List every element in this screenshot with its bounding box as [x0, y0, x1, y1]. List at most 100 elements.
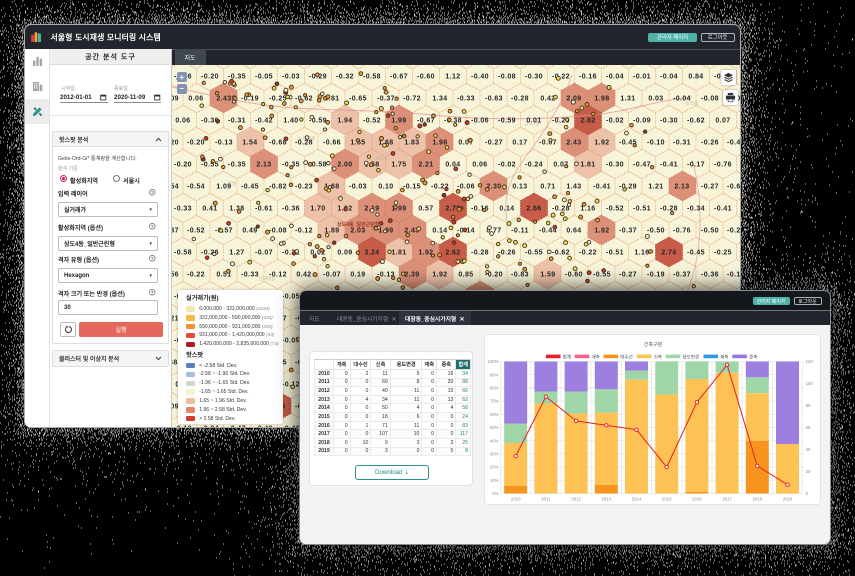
svg-text:0%: 0% [493, 491, 499, 496]
svg-text:-0.62: -0.62 [552, 249, 570, 256]
svg-text:-0.40: -0.40 [471, 73, 489, 80]
svg-text:0.71: 0.71 [540, 183, 555, 190]
svg-text:상도1동: 상도1동 [524, 120, 539, 126]
svg-text:?: ? [151, 224, 154, 229]
svg-text:-0.55: -0.55 [525, 249, 543, 256]
svg-text:0.07: 0.07 [553, 161, 568, 168]
svg-text:0.03: 0.03 [648, 95, 663, 102]
svg-text:-0.83: -0.83 [511, 271, 529, 278]
svg-text:1.12: 1.12 [445, 73, 460, 80]
svg-text:2.13: 2.13 [256, 161, 271, 168]
svg-text:-0.24: -0.24 [201, 425, 219, 427]
svg-text:-0.76: -0.76 [714, 161, 732, 168]
svg-text:0.04: 0.04 [445, 161, 460, 168]
svg-text:-0.51: -0.51 [633, 205, 651, 212]
svg-text:80%: 80% [490, 385, 499, 390]
svg-text:2010: 2010 [511, 496, 521, 501]
svg-text:합계: 합계 [563, 353, 571, 360]
svg-text:-0.54: -0.54 [187, 183, 205, 190]
svg-text:-0.07: -0.07 [255, 249, 273, 256]
svg-text:0.77: 0.77 [486, 227, 501, 234]
svg-text:2.43: 2.43 [566, 139, 581, 146]
svg-text:-0.35: -0.35 [282, 161, 300, 168]
svg-text:-0.41: -0.41 [593, 183, 611, 190]
svg-text:-0.72: -0.72 [403, 95, 421, 102]
svg-text:-0.20: -0.20 [172, 139, 179, 146]
svg-text:-0.31: -0.31 [228, 117, 246, 124]
svg-text:-0.67: -0.67 [417, 117, 435, 124]
svg-text:-0.04: -0.04 [673, 95, 691, 102]
svg-text:50%: 50% [490, 425, 499, 430]
svg-text:90%: 90% [490, 372, 499, 377]
svg-text:-0.09: -0.09 [172, 95, 179, 102]
svg-text:-0.37: -0.37 [673, 271, 691, 278]
svg-text:2.66: 2.66 [526, 205, 541, 212]
svg-text:-0.59: -0.59 [309, 117, 327, 124]
svg-text:0.14: 0.14 [499, 205, 514, 212]
svg-text:-0.33: -0.33 [241, 271, 259, 278]
svg-text:-0.58: -0.58 [174, 249, 192, 256]
svg-text:0.06: 0.06 [175, 117, 190, 124]
svg-text:-0.59: -0.59 [498, 117, 516, 124]
svg-text:-0.56: -0.56 [172, 271, 179, 278]
svg-text:-0.62: -0.62 [687, 117, 705, 124]
svg-text:100%: 100% [488, 359, 499, 364]
svg-text:-0.58: -0.58 [363, 73, 381, 80]
svg-text:-0.38: -0.38 [444, 117, 462, 124]
svg-text:-0.27: -0.27 [701, 183, 719, 190]
svg-text:-0.26: -0.26 [701, 139, 719, 146]
svg-text:-0.58: -0.58 [309, 161, 327, 168]
svg-text:2015: 2015 [662, 496, 672, 501]
svg-text:-0.16: -0.16 [727, 271, 740, 278]
svg-text:-0.03: -0.03 [282, 73, 300, 80]
svg-text:-0.01: -0.01 [633, 73, 651, 80]
svg-text:-0.12: -0.12 [295, 227, 313, 234]
svg-text:2.78: 2.78 [445, 205, 460, 212]
svg-text:-0.13: -0.13 [215, 139, 233, 146]
svg-text:대수선: 대수선 [621, 353, 633, 360]
svg-text:2.09: 2.09 [566, 95, 581, 102]
svg-text:-0.07: -0.07 [539, 139, 557, 146]
svg-text:0.49: 0.49 [242, 227, 257, 234]
svg-text:3.24: 3.24 [364, 249, 379, 256]
svg-text:-0.06: -0.06 [471, 117, 489, 124]
svg-text:10%: 10% [490, 477, 499, 482]
svg-text:1.94: 1.94 [337, 117, 352, 124]
svg-text:2.82: 2.82 [580, 117, 595, 124]
svg-text:-0.57: -0.57 [215, 227, 233, 234]
svg-text:0.84: 0.84 [688, 73, 703, 80]
svg-text:-0.60: -0.60 [417, 73, 435, 80]
svg-text:-0.16: -0.16 [471, 205, 489, 212]
svg-text:-0.07: -0.07 [323, 271, 341, 278]
svg-text:-0.29: -0.29 [619, 183, 637, 190]
svg-text:신축: 신축 [654, 353, 662, 360]
svg-text:-0.24: -0.24 [525, 161, 543, 168]
svg-text:60: 60 [806, 425, 811, 430]
svg-text:?: ? [151, 290, 154, 295]
svg-text:본동: 본동 [228, 181, 236, 186]
svg-text:1.54: 1.54 [242, 139, 257, 146]
svg-text:상도4동_일반근린형: 상도4동_일반근린형 [337, 221, 380, 228]
svg-text:-0.02: -0.02 [606, 117, 624, 124]
svg-text:-0.20: -0.20 [485, 271, 503, 278]
svg-text:개축: 개축 [592, 353, 600, 360]
svg-text:1.38: 1.38 [229, 205, 244, 212]
svg-text:2.39: 2.39 [404, 271, 419, 278]
svg-text:1.65: 1.65 [350, 139, 365, 146]
svg-text:-0.05: -0.05 [282, 293, 300, 300]
svg-text:2.43: 2.43 [216, 95, 231, 102]
svg-text:-0.21: -0.21 [172, 315, 179, 322]
svg-text:증축: 증축 [749, 353, 757, 360]
svg-text:-0.52: -0.52 [363, 117, 381, 124]
svg-text:2.62: 2.62 [445, 249, 460, 256]
svg-text:-0.67: -0.67 [390, 73, 408, 80]
svg-text:-0.15: -0.15 [403, 183, 421, 190]
svg-text:-0.52: -0.52 [606, 205, 624, 212]
svg-text:-0.09: -0.09 [172, 403, 179, 410]
svg-text:80: 80 [806, 403, 811, 408]
svg-text:1.16: 1.16 [634, 249, 649, 256]
svg-text:-0.03: -0.03 [349, 183, 367, 190]
svg-text:-0.30: -0.30 [606, 161, 624, 168]
svg-text:-0.41: -0.41 [714, 205, 732, 212]
svg-text:재축: 재축 [721, 353, 729, 360]
